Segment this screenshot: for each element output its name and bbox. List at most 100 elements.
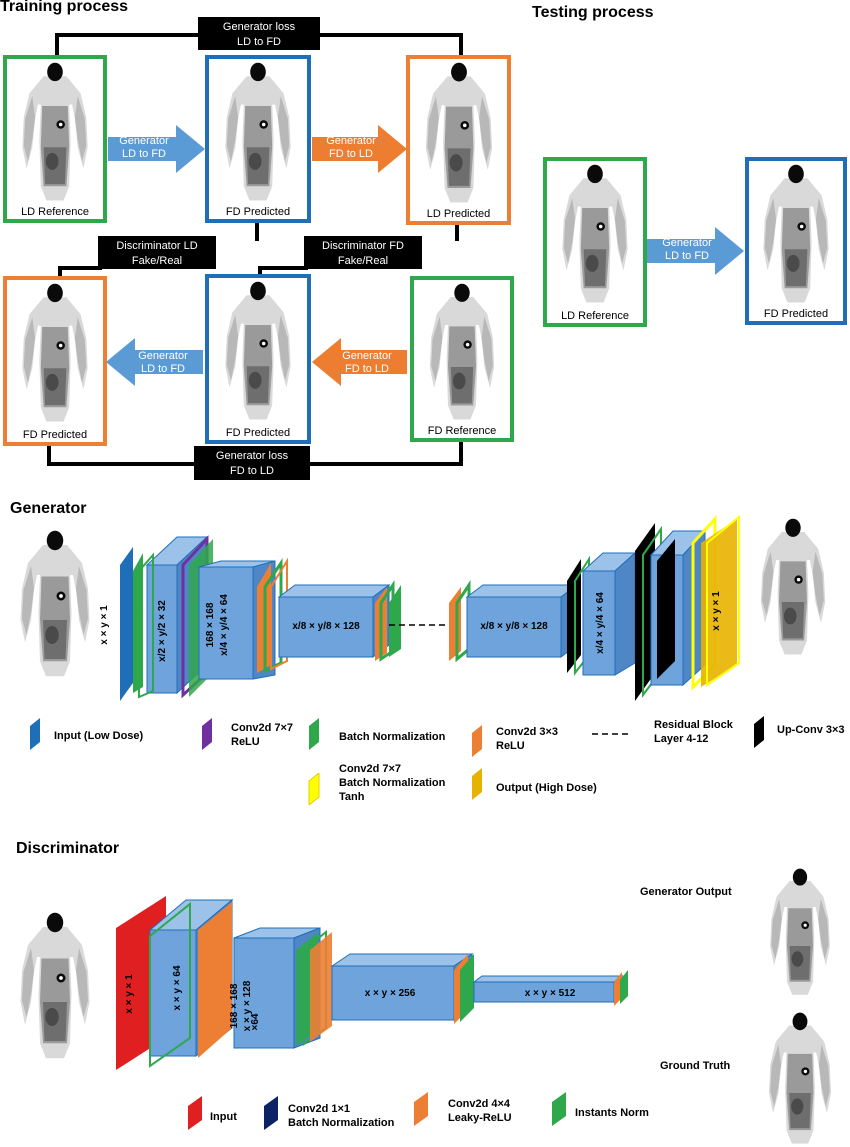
legend-line-1: Conv2d 7×7: [339, 763, 402, 775]
arrow-label-2: FD to LD: [328, 148, 373, 160]
test-frame-fd-predicted: FD Predicted: [745, 157, 847, 325]
legend-inorm-label: Instants Norm: [575, 1107, 649, 1119]
frame-caption: LD Reference: [561, 310, 629, 322]
legend-conv44-icon: [414, 1092, 428, 1126]
test-arrow-generator: [647, 227, 744, 275]
box-line-2: Fake/Real: [131, 255, 183, 267]
gen-l3-block: [278, 596, 374, 658]
legend-input-label: Input (Low Dose): [54, 730, 144, 742]
disc-l4-label: x × y × 512: [525, 988, 576, 999]
discriminator-gen-output-scan: [762, 868, 838, 998]
disc-conv44-1: [198, 902, 232, 1058]
legend-output-icon: [472, 768, 482, 800]
gen-upconv-2: [635, 523, 655, 701]
disc-ld-line-left: [58, 266, 62, 280]
loss-line-top-right: [459, 33, 463, 57]
legend-line-2: Leaky-ReLU: [448, 1112, 512, 1124]
disc-l2-block: [233, 937, 295, 1049]
arrow-label: Generator FD to LD: [336, 350, 398, 376]
arrow-label-1: Generator: [662, 237, 712, 249]
gen-l2-label-b: x/4 × y/4 × 64: [219, 594, 230, 656]
arrow-generator-fd-ld-2: [312, 338, 407, 386]
disc-l1-label: x × y × 64: [172, 965, 183, 1010]
frame-fd-reference: FD Reference: [410, 276, 514, 442]
legend-line-1: Conv2d 3×3: [496, 726, 559, 738]
arrow-label-1: Generator: [119, 135, 169, 147]
gen-output-label: x × y × 1: [711, 591, 722, 631]
legend-conv11-icon: [264, 1096, 278, 1130]
frame-caption: FD Predicted: [22, 429, 88, 441]
legend-conv77tanh-label: Conv2d 7×7 Batch Normalization Tanh: [339, 762, 445, 804]
legend-disc-input-label: Input: [210, 1111, 237, 1123]
frame-caption: FD Predicted: [225, 427, 291, 439]
box-line-1: Generator loss: [222, 21, 296, 33]
discriminator-ld-box: Discriminator LD Fake/Real: [98, 236, 216, 269]
loss-line-bottom-right: [459, 442, 463, 466]
box-line-1: Discriminator FD: [322, 240, 404, 252]
legend-upconv-icon: [754, 716, 764, 748]
gen-input-label: x × y × 1: [99, 605, 110, 645]
legend-conv77tanh-icon: [308, 773, 320, 805]
generator-loss-top-box: Generator loss LD to FD: [198, 17, 320, 50]
legend-residual-label: Residual Block Layer 4-12: [654, 718, 733, 746]
legend-line-2: Batch Normalization: [288, 1117, 395, 1129]
box-line-1: Generator loss: [215, 450, 289, 462]
gen-l4-label: x/8 × y/8 × 128: [480, 621, 548, 632]
legend-line-2: ReLU: [231, 736, 260, 748]
arrow-label-1: Generator: [138, 350, 188, 362]
arrow-label-2: LD to FD: [121, 148, 166, 160]
disc-fd-line-h: [258, 266, 308, 270]
generator-title: Generator: [10, 500, 87, 517]
arrow-label-2: FD to LD: [344, 363, 389, 375]
arrow-label: Generator FD to LD: [318, 135, 384, 161]
discriminator-input-scan: [12, 912, 98, 1062]
gen-l2-label-a: 168 × 168: [205, 602, 216, 647]
box-line-2: LD to FD: [236, 36, 281, 48]
arrow-label-1: Generator: [342, 350, 392, 362]
discriminator-fd-box: Discriminator FD Fake/Real: [304, 236, 422, 269]
loss-line-top-left: [55, 33, 59, 57]
disc-ld-line-h: [58, 266, 102, 270]
legend-inorm-icon: [552, 1092, 566, 1126]
frame-caption: FD Predicted: [763, 308, 829, 320]
frame-caption: FD Predicted: [225, 206, 291, 218]
legend-output-label: Output (High Dose): [496, 782, 597, 794]
legend-bn-icon: [309, 718, 319, 750]
arrow-generator-ld-fd-2: [106, 338, 203, 386]
frame-ld-reference-1: LD Reference: [3, 55, 107, 223]
generator-output-label: Generator Output: [640, 886, 732, 898]
frame-fd-predicted-3: FD Predicted: [205, 274, 311, 444]
legend-disc-input-icon: [188, 1096, 202, 1130]
generator-loss-bottom-box: Generator loss FD to LD: [194, 446, 310, 480]
disc-fd-line-left: [258, 266, 262, 280]
disc-fd-line: [455, 225, 459, 241]
legend-conv44-label: Conv2d 4×4 Leaky-ReLU: [448, 1097, 512, 1125]
generator-output-scan: [758, 516, 828, 660]
frame-fd-predicted-2: FD Predicted: [3, 276, 107, 446]
legend-upconv-label: Up-Conv 3×3: [777, 724, 845, 736]
legend-conv11-label: Conv2d 1×1 Batch Normalization: [288, 1102, 394, 1130]
gen-l1-label: x/2 × y/2 × 32: [157, 600, 168, 662]
disc-l2-label-c: ×64: [250, 1013, 261, 1030]
disc-l2-label-a: 168 × 168: [229, 983, 240, 1028]
discriminator-network: x × y × 1 x × y × 64 168 × 168 x × y × 1…: [116, 896, 628, 1070]
gen-output-slab: [701, 519, 737, 687]
box-line-2: FD to LD: [229, 465, 274, 477]
disc-ld-line: [255, 223, 259, 241]
gen-l3-label: x/8 × y/8 × 128: [292, 621, 360, 632]
frame-fd-predicted-1: FD Predicted: [205, 55, 311, 223]
loss-line-bottom-left: [47, 446, 51, 466]
gen-l4-block: [466, 596, 562, 658]
legend-line-2: Layer 4-12: [654, 733, 709, 745]
gen-l5-block: [582, 570, 616, 676]
discriminator-ground-truth-scan: [762, 1012, 838, 1147]
disc-l2-label-b: x × y × 128: [242, 980, 253, 1031]
legend-input-icon: [30, 718, 40, 750]
arrow-label-2: LD to FD: [140, 363, 185, 375]
arrow-label-2: LD to FD: [664, 250, 709, 262]
test-frame-ld-reference: LD Reference: [543, 157, 647, 327]
legend-line-1: Conv2d 4×4: [448, 1098, 511, 1110]
frame-caption: LD Predicted: [426, 208, 491, 220]
discriminator-title: Discriminator: [16, 840, 120, 857]
training-title: Training process: [0, 0, 129, 15]
